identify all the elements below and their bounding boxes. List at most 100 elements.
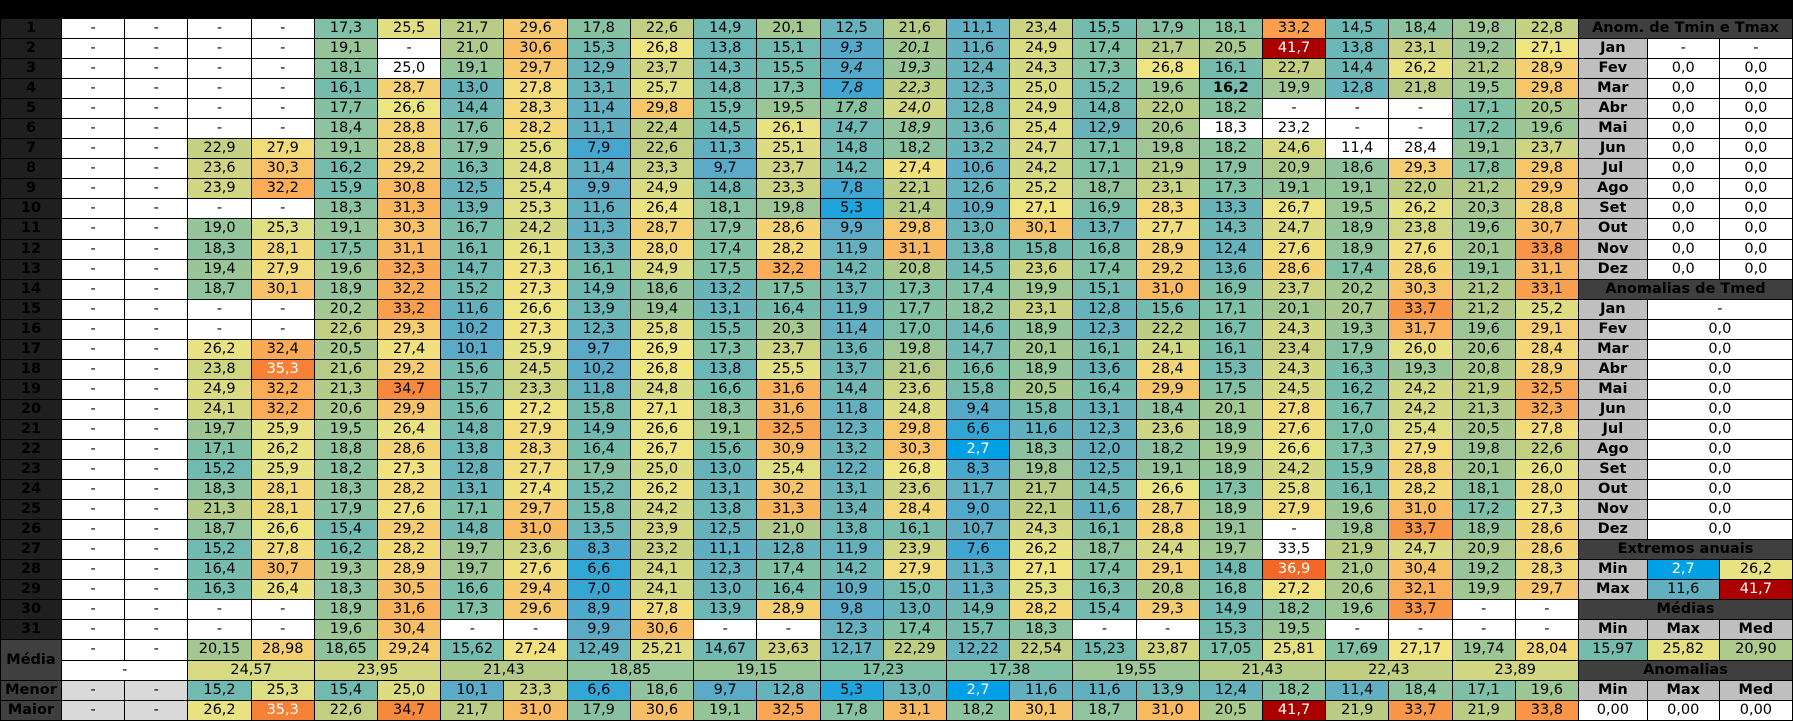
temperature-cell: 16,3 — [440, 158, 505, 180]
day-row: 29- -16,3 26,4 18,3 30,5 16,6 29,4 7,0 24,1 13,0 1… — [0, 579, 1793, 601]
temperature-cell: 26,2 — [250, 438, 315, 461]
temperature-cell: 22,7 — [1261, 58, 1327, 80]
temperature-cell: 9,9 — [566, 178, 631, 200]
temperature-cell: 15,4 — [1072, 599, 1137, 621]
temperature-cell: 29,6 — [503, 599, 568, 621]
temperature-cell: 11,8 — [566, 378, 631, 400]
temperature-cell: 15,4 — [313, 519, 379, 541]
temperature-cell: 24,2 — [1388, 398, 1453, 420]
temperature-cell: - — [1514, 619, 1579, 641]
day-row: 9- -23,9 32,2 15,9 30,8 12,5 25,4 9,9 24,9 14,8 23… — [0, 178, 1793, 200]
temperature-cell: 16,6 — [693, 378, 758, 400]
temperature-cell: 20,5 — [1451, 418, 1516, 440]
temperature-cell: 11,6 — [1072, 499, 1137, 521]
temperature-cell: 17,2 — [1451, 118, 1516, 140]
day-row: 31- - - -19,6 30,4- -9,9 30,6- -12,3 17,4 15,7 18,… — [0, 619, 1793, 641]
temperature-cell: 29,8 — [1514, 78, 1579, 100]
anomalias-value: 0,00 — [1646, 699, 1720, 721]
day-label: 27 — [0, 539, 62, 561]
temperature-cell: 19,1 — [1325, 178, 1390, 200]
temperature-cell: 27,1 — [1009, 559, 1074, 581]
temperature-cell: 11,9 — [819, 298, 884, 320]
temperature-cell: 18,2 — [945, 298, 1011, 320]
temperature-cell: 13,1 — [693, 479, 758, 501]
temperature-cell: 18,3 — [187, 479, 252, 501]
temperature-cell: 28,4 — [1514, 338, 1579, 360]
temperature-cell: 20,1 — [1451, 459, 1516, 481]
temperature-cell: 14,4 — [819, 378, 884, 400]
temperature-cell: 29,1 — [1514, 318, 1579, 340]
temperature-cell: 31,0 — [503, 699, 568, 721]
temperature-cell: 27,6 — [503, 559, 568, 581]
temperature-cell: 20,5 — [1009, 378, 1074, 400]
temperature-cell: 28,9 — [1135, 238, 1200, 260]
temperature-cell: 23,6 — [187, 158, 252, 180]
temperature-cell: - — [60, 539, 126, 561]
temperature-cell: - — [377, 38, 442, 60]
temperature-cell: 23,8 — [1388, 218, 1453, 240]
temperature-cell: 15,9 — [693, 98, 758, 120]
day-row: 15- - - -20,2 33,2 11,6 26,6 13,9 19,4 13,1 16,4 11… — [0, 298, 1793, 320]
temperature-cell: 15,8 — [566, 499, 631, 521]
temperature-cell: - — [187, 298, 252, 320]
temperature-cell: 9,7 — [693, 158, 758, 180]
day-label: 14 — [0, 278, 62, 300]
anomalias-value: 0,00 — [1577, 699, 1648, 721]
temperature-cell: 21,2 — [1451, 278, 1516, 300]
temperature-cell: 13,7 — [819, 278, 884, 300]
temperature-cell: 20,7 — [1325, 298, 1390, 320]
temperature-cell: 25,0 — [629, 459, 695, 481]
temperature-cell: 19,5 — [1261, 619, 1327, 641]
temperature-cell: - — [124, 338, 189, 360]
temperature-cell: 15,5 — [693, 318, 758, 340]
temperature-cell: - — [124, 459, 189, 481]
temperature-cell: 17,3 — [1198, 178, 1263, 200]
temperature-cell: 16,8 — [1072, 238, 1137, 260]
temperature-cell: 28,1 — [250, 499, 315, 521]
month-abbr: Abr — [1577, 358, 1648, 380]
temperature-cell: 15,3 — [1198, 358, 1263, 380]
temperature-cell: - — [250, 198, 315, 220]
temperature-cell: - — [187, 118, 252, 140]
day-label: 29 — [0, 579, 62, 601]
temperature-cell: 19,9 — [1198, 438, 1263, 461]
temperature-cell: 20,1 — [756, 17, 821, 40]
temperature-cell: - — [124, 539, 189, 561]
temperature-cell: 13,3 — [566, 238, 631, 260]
temperature-cell: - — [60, 338, 126, 360]
temperature-cell: 14,3 — [693, 58, 758, 80]
temperature-cell: 19,1 — [693, 699, 758, 721]
temperature-cell: 22,29 — [882, 639, 947, 661]
temperature-cell: - — [124, 559, 189, 581]
temperature-cell: 24,5 — [503, 358, 568, 380]
temperature-cell: 25,8 — [629, 318, 695, 340]
temperature-cell: 29,8 — [629, 98, 695, 120]
temperature-cell: 27,4 — [377, 338, 442, 360]
month-abbr: Out — [1577, 479, 1648, 501]
month-header: Outubro — [1198, 0, 1327, 19]
temperature-cell: 17,7 — [882, 298, 947, 320]
temperature-cell: 26,4 — [377, 418, 442, 440]
temperature-cell: 28,6 — [756, 218, 821, 240]
temperature-cell: - — [60, 599, 126, 621]
temperature-cell: 29,7 — [1514, 579, 1579, 601]
temperature-cell: 28,8 — [1135, 519, 1200, 541]
temperature-cell: 17,1 — [1072, 158, 1137, 180]
temperature-cell: 22,43 — [1325, 659, 1453, 681]
temperature-cell: 24,57 — [187, 659, 315, 681]
temperature-cell: 29,9 — [1135, 378, 1200, 400]
temperature-cell: 32,1 — [1388, 579, 1453, 601]
temperature-cell: 14,6 — [945, 318, 1011, 340]
temperature-cell: 9,9 — [566, 619, 631, 641]
temperature-cell: 13,1 — [1072, 398, 1137, 420]
temperature-cell: 25,3 — [250, 218, 315, 240]
temperature-cell: 19,3 — [1388, 358, 1453, 380]
temperature-cell: 23,6 — [1135, 418, 1200, 440]
temperature-cell: 12,17 — [819, 639, 884, 661]
temperature-cell: - — [124, 499, 189, 521]
temperature-cell: - — [124, 619, 189, 641]
temperature-cell: 23,9 — [882, 539, 947, 561]
temperature-cell: 17,4 — [945, 278, 1011, 300]
day-row: 11- -19,0 25,3 19,1 30,3 16,7 24,2 11,3 28,7 17,9… — [0, 218, 1793, 240]
temperature-cell: 34,7 — [377, 699, 442, 721]
